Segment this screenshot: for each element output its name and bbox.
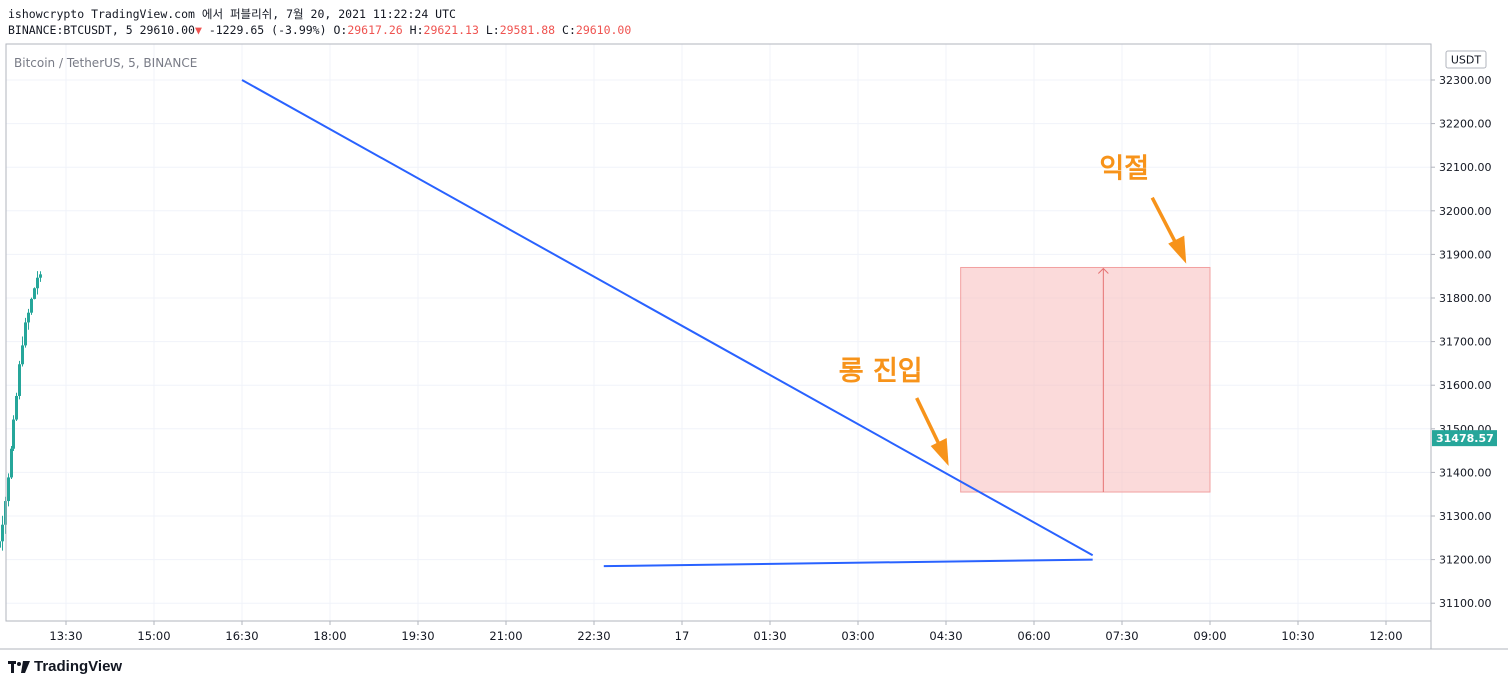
x-tick-label: 03:00 <box>841 629 874 643</box>
candle-body <box>15 395 18 420</box>
time-axis[interactable]: 13:30 15:00 16:30 18:00 19:30 21:00 22:30 17 01:… <box>49 621 1403 643</box>
low-value: 29581.88 <box>499 23 556 37</box>
low-label: L: <box>485 23 500 37</box>
candle-body <box>27 312 30 323</box>
close-label: C: <box>562 23 576 37</box>
plot-frame <box>5 43 1432 622</box>
x-tick-label: 18:00 <box>313 629 346 643</box>
symbol-label: BINANCE:BTCUSDT, 5 <box>8 23 133 37</box>
x-tick-label: 06:00 <box>1017 629 1050 643</box>
chart-publish-info: ishowcrypto TradingView.com 에서 퍼블리쉬, 7월 … <box>8 7 456 21</box>
x-tick-label: 04:30 <box>929 629 962 643</box>
x-tick-label: 16:30 <box>225 629 258 643</box>
y-tick-label: 31100.00 <box>1439 597 1492 610</box>
candle-body <box>33 288 36 299</box>
candle-body <box>12 419 15 449</box>
x-tick-label: 12:00 <box>1369 629 1402 643</box>
annotations: 롱 진입 익절 <box>839 154 1187 467</box>
candle-body <box>1 524 4 542</box>
x-tick-label: 13:30 <box>49 629 82 643</box>
candle-body <box>21 345 24 365</box>
y-tick-label: 32200.00 <box>1439 118 1492 131</box>
currency-badge[interactable]: USDT <box>1445 50 1487 69</box>
ohlc-legend: BINANCE:BTCUSDT, 5 29610.00▼ -1229.65 (-… <box>8 23 631 37</box>
grid <box>6 44 1431 621</box>
candle-body <box>39 274 42 278</box>
x-tick-label: 10:30 <box>1281 629 1314 643</box>
currency-label: USDT <box>1451 54 1482 67</box>
y-tick-label: 31400.00 <box>1439 466 1492 479</box>
down-triangle-icon: ▼ <box>194 23 202 37</box>
candle-body <box>36 277 39 289</box>
y-tick-label: 31200.00 <box>1439 554 1492 567</box>
target-arrow-head <box>1097 267 1109 274</box>
x-tick-label: 19:30 <box>401 629 434 643</box>
x-tick-label: 09:00 <box>1193 629 1226 643</box>
take-profit-annotation: 익절 <box>1099 154 1149 185</box>
x-tick-label: 17 <box>675 629 690 643</box>
last-price-badge: 31478.57 <box>1432 430 1497 447</box>
open-label: O: <box>333 23 348 37</box>
brand-name: TradingView <box>34 658 123 675</box>
y-tick-label: 31900.00 <box>1439 248 1492 261</box>
open-value: 29617.26 <box>347 23 403 37</box>
y-tick-label: 31700.00 <box>1439 336 1492 349</box>
take-profit-arrow-head <box>1168 235 1187 264</box>
candle-body <box>10 448 13 478</box>
x-tick-label: 15:00 <box>137 629 170 643</box>
candle-body <box>18 364 21 396</box>
y-tick-label: 31600.00 <box>1439 379 1492 392</box>
descending-trendline[interactable] <box>241 79 1094 557</box>
entry-arrow-head <box>930 438 949 467</box>
y-tick-label: 32300.00 <box>1439 74 1492 87</box>
candle-body <box>0 541 1 548</box>
tradingview-logo[interactable]: TradingView <box>8 658 122 675</box>
x-tick-label: 01:30 <box>753 629 786 643</box>
high-value: 29621.13 <box>423 23 479 37</box>
x-tick-label: 21:00 <box>489 629 522 643</box>
y-tick-label: 31800.00 <box>1439 292 1492 305</box>
close-value-final: 29610.00 <box>575 23 632 37</box>
change-value: -1229.65 (-3.99%) <box>208 23 327 37</box>
x-tick-label: 22:30 <box>577 629 610 643</box>
target-profit-zone <box>960 266 1211 493</box>
y-tick-label: 31300.00 <box>1439 510 1492 523</box>
support-trendline[interactable] <box>603 558 1093 568</box>
y-tick-label: 32100.00 <box>1439 161 1492 174</box>
close-value: 29610.00 <box>139 23 195 37</box>
high-label: H: <box>409 23 424 37</box>
x-tick-label: 07:30 <box>1105 629 1138 643</box>
last-price-label: 31478.57 <box>1436 432 1494 445</box>
candle-body <box>30 298 33 313</box>
candle-body <box>7 477 10 502</box>
price-axis[interactable]: 32300.00 32200.00 32100.00 32000.00 31900.00… <box>1431 74 1492 610</box>
y-tick-label: 32000.00 <box>1439 205 1492 218</box>
entry-annotation: 롱 진입 <box>839 356 923 387</box>
tradingview-logo-icon <box>8 660 30 673</box>
candle-body <box>24 322 27 346</box>
trendlines[interactable] <box>241 79 1094 568</box>
chart-symbol-title: Bitcoin / TetherUS, 5, BINANCE <box>14 56 197 70</box>
